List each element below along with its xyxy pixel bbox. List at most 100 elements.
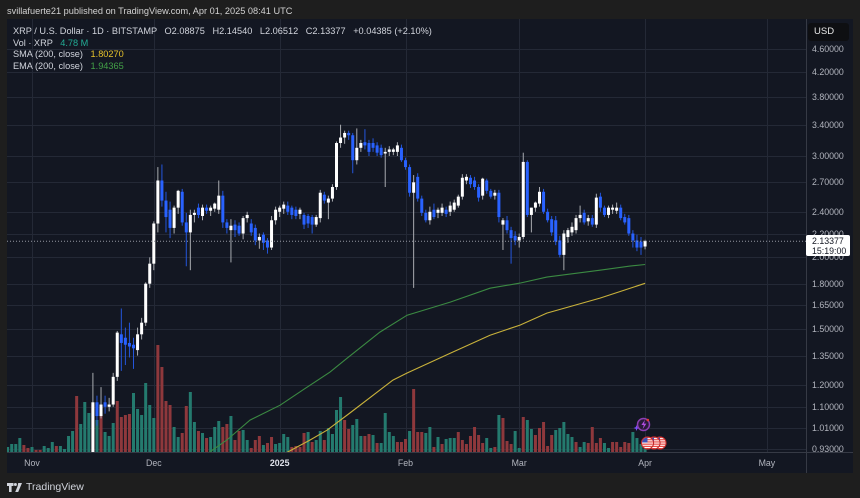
candle-down	[294, 206, 298, 220]
symbol-title[interactable]: XRP / U.S. Dollar · 1D · BITSTAMP	[13, 26, 157, 36]
volume-bar	[144, 383, 148, 452]
price-tick-label: 1.65000	[812, 300, 844, 311]
volume-bar	[274, 444, 278, 452]
candle-up	[412, 175, 416, 288]
candle-up	[156, 167, 160, 233]
price-tick-label: 1.10000	[812, 401, 844, 412]
lightning-event-icon[interactable]	[633, 417, 651, 432]
volume-bar	[164, 401, 168, 452]
candle-up	[136, 327, 140, 356]
candle-up	[241, 215, 245, 240]
volume-bar	[330, 434, 334, 452]
volume-bar	[180, 433, 184, 452]
candle-down	[363, 129, 367, 150]
volume-bar	[538, 428, 541, 452]
price-tick-label: 2.70000	[812, 177, 844, 188]
volume-bar	[217, 421, 221, 452]
volume-value: 4.78 M	[60, 37, 89, 48]
candle-up	[282, 201, 286, 214]
price-tick-label: 2.00000	[812, 252, 844, 263]
candle-down	[306, 213, 310, 228]
candle-down	[253, 224, 257, 246]
price-tick-label: 2.20000	[812, 228, 844, 239]
candle-up	[578, 205, 582, 223]
volume-bar	[578, 447, 582, 452]
candle-up	[326, 195, 330, 220]
candle-up	[192, 209, 196, 223]
volume-bar	[363, 436, 367, 452]
volume-bar	[456, 432, 460, 452]
price-tick-label: 1.01000	[812, 423, 844, 434]
volume-bar	[477, 435, 481, 452]
volume-bar	[34, 450, 38, 452]
volume-bar	[566, 434, 570, 452]
volume-bar	[233, 440, 237, 452]
volume-bar	[168, 405, 172, 452]
time-tick-label: Mar	[511, 458, 527, 468]
chart-panel[interactable]	[7, 19, 853, 473]
sma-200-line	[286, 282, 646, 452]
volume-bar	[383, 413, 387, 452]
volume-bar	[635, 438, 639, 452]
price-tick-label: 1.80000	[812, 278, 844, 289]
event-markers[interactable]	[633, 417, 667, 450]
volume-bar	[71, 431, 75, 452]
volume-bar	[298, 447, 302, 452]
volume-bar	[229, 416, 233, 452]
candle-up	[436, 207, 440, 219]
candle-down	[424, 209, 428, 223]
candle-up	[188, 209, 192, 271]
volume-bar	[318, 431, 322, 452]
volume-bar	[26, 448, 30, 452]
candle-down	[95, 395, 99, 426]
legend-ema-row[interactable]: EMA (200, close) 1.94365	[13, 61, 432, 73]
candle-down	[233, 220, 237, 237]
currency-button[interactable]: USD	[808, 23, 849, 41]
volume-bar	[639, 444, 643, 452]
candle-up	[213, 202, 217, 212]
candle-down	[408, 164, 412, 197]
volume-bar	[58, 446, 62, 452]
volume-bar	[379, 443, 383, 452]
tradingview-footer[interactable]: TradingView	[7, 480, 84, 494]
candle-up	[594, 193, 598, 228]
volume-bar	[513, 431, 517, 452]
volume-bar	[468, 436, 472, 452]
last-price-value: 2.13377	[812, 236, 844, 246]
volume-bar	[335, 410, 338, 452]
candle-down	[598, 192, 602, 212]
volume-bar	[529, 429, 533, 452]
volume-bar	[481, 443, 485, 452]
candle-down	[290, 205, 294, 220]
ohlc-low: L2.06512	[259, 26, 299, 36]
moving-averages	[208, 263, 646, 452]
volume-bar	[302, 433, 306, 452]
volume-bar	[399, 442, 403, 452]
volume-bar	[428, 427, 432, 452]
candle-down	[375, 142, 379, 157]
us-flag-icon[interactable]	[640, 436, 655, 450]
volume-bar	[306, 432, 310, 452]
candle-up	[152, 221, 156, 271]
volume-bar	[509, 444, 513, 452]
candle-down	[103, 395, 107, 414]
volume-bar	[253, 440, 257, 452]
candle-down	[225, 219, 229, 234]
legend-sma-row[interactable]: SMA (200, close) 1.80270	[13, 49, 432, 61]
candle-down	[635, 234, 639, 252]
volume-bar	[615, 442, 619, 452]
volume-bar	[420, 432, 424, 452]
candle-down	[468, 175, 472, 188]
volume-bar	[623, 442, 627, 452]
bar-countdown: 15:19:00	[812, 246, 847, 256]
volume-bar	[237, 431, 241, 452]
legend-volume-row[interactable]: Vol · XRP 4.78 M	[13, 38, 432, 50]
volume-bar	[619, 447, 623, 452]
volume-bar	[148, 405, 152, 452]
volume-bar	[627, 443, 631, 452]
volume-bar	[416, 432, 420, 452]
volume-bar	[395, 442, 399, 452]
candle-down	[180, 188, 184, 226]
candle-down	[509, 226, 513, 264]
